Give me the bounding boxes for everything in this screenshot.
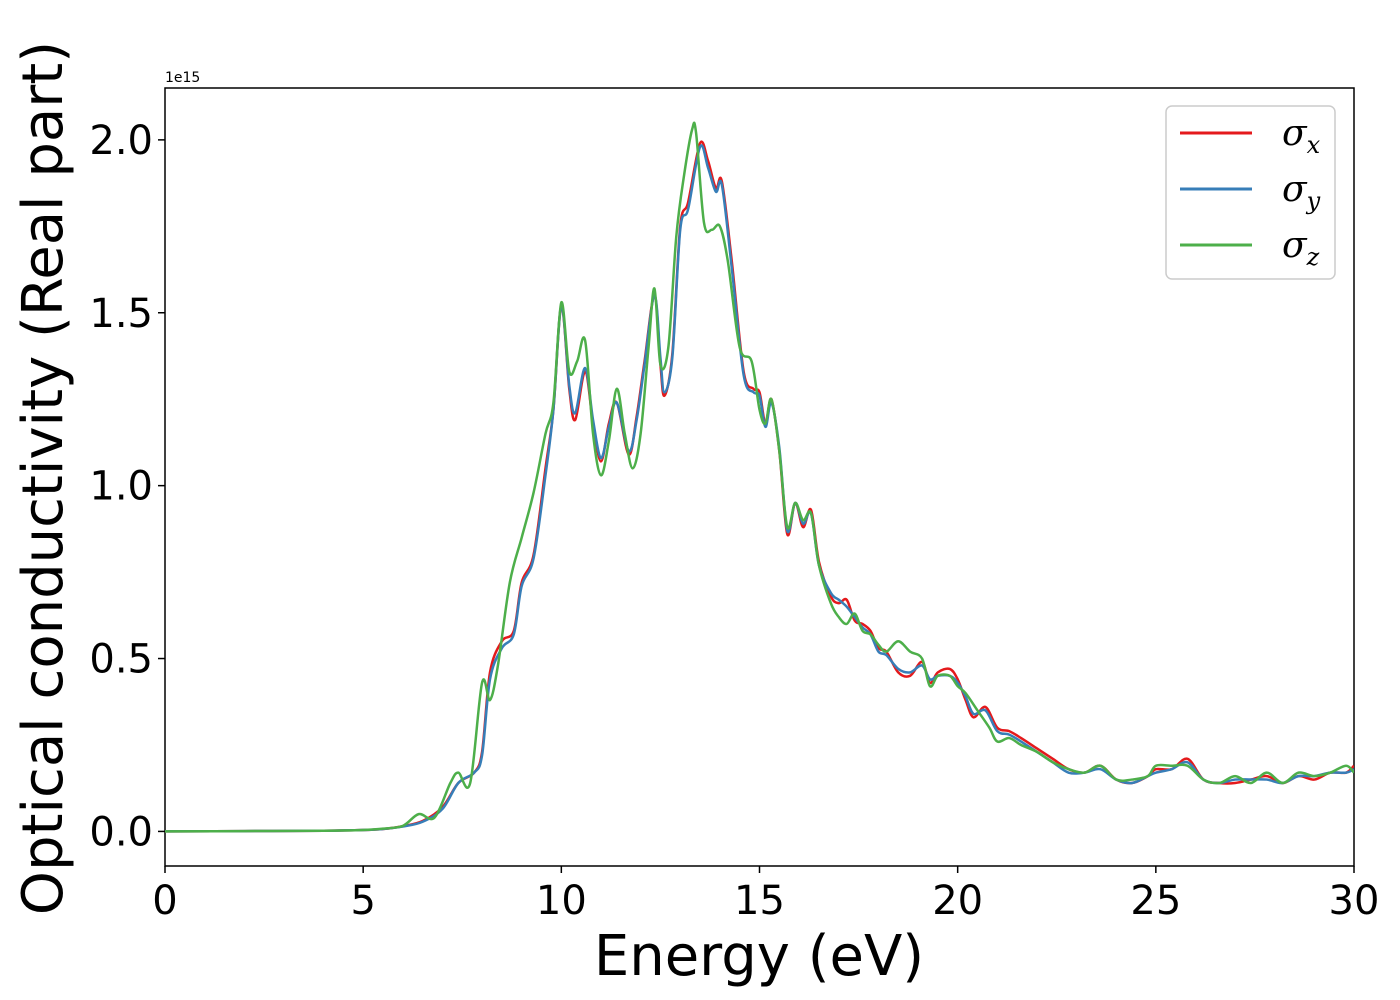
legend-label-z: σz (1282, 225, 1320, 271)
x-axis-title: Energy (eV) (594, 924, 924, 989)
y-tick-label: 2.0 (89, 118, 153, 164)
y-axis-ticks: 0.0 0.5 1.0 1.5 2.0 (89, 118, 165, 855)
legend: σx σy σz (1165, 105, 1336, 280)
legend-box (1165, 105, 1336, 280)
y-tick-label: 1.5 (89, 291, 153, 337)
y-axis-title: Optical conductivity (Real part) (11, 41, 76, 915)
series-layer (165, 121, 1354, 833)
plot-area (164, 87, 1355, 867)
x-tick-label: 5 (350, 878, 375, 924)
x-tick-label: 20 (932, 878, 983, 924)
series-line-z (165, 121, 1354, 833)
x-tick-label: 0 (152, 878, 177, 924)
y-tick-label: 0.5 (89, 637, 153, 683)
x-tick-label: 25 (1130, 878, 1181, 924)
legend-label-y: σy (1282, 169, 1321, 215)
x-tick-label: 30 (1329, 878, 1380, 924)
y-offset-label: 1e15 (165, 70, 200, 86)
legend-label-x: σx (1282, 113, 1321, 159)
x-tick-label: 15 (734, 878, 785, 924)
y-tick-label: 1.0 (89, 464, 153, 510)
y-tick-label: 0.0 (89, 809, 153, 855)
x-axis-ticks: 0 5 10 15 20 25 30 (152, 866, 1379, 924)
x-tick-label: 10 (536, 878, 587, 924)
